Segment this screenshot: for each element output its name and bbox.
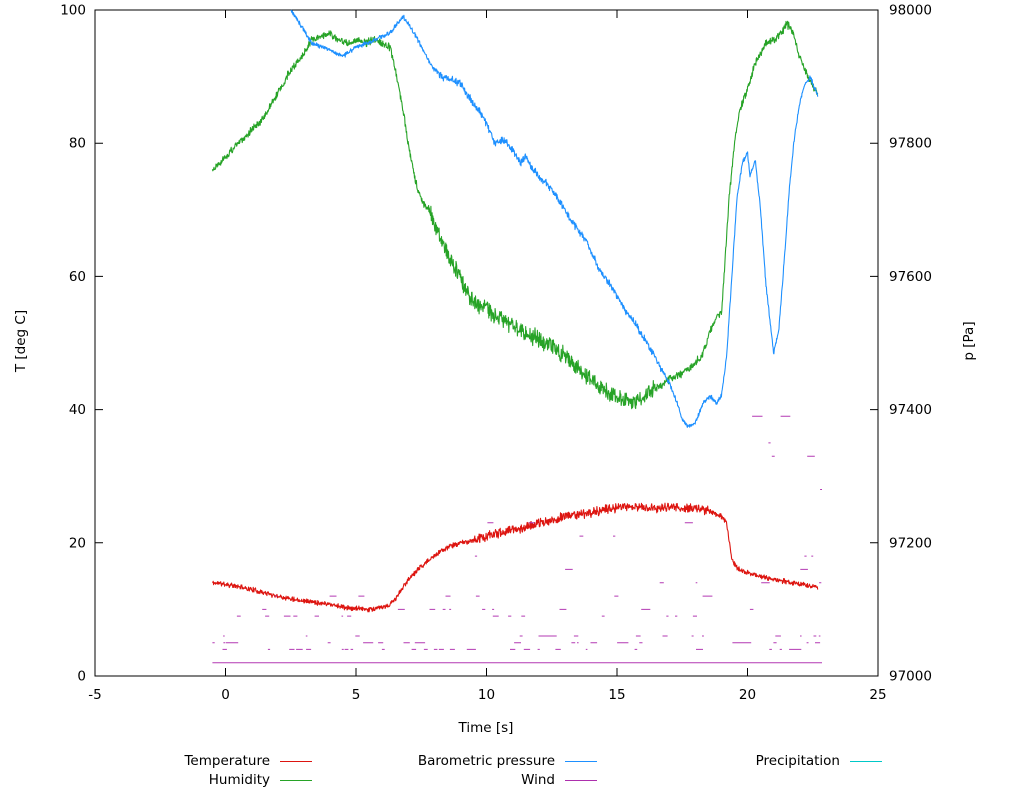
y-right-tick-label: 97400 [889, 402, 932, 418]
y-right-tick-label: 97000 [889, 669, 932, 685]
series-humidity [211, 20, 819, 410]
x-tick-label: 15 [608, 687, 625, 703]
legend-label-humidity: Humidity [208, 772, 270, 788]
legend-line-wind-icon [565, 779, 597, 781]
legend-line-barometric-pressure-icon [565, 760, 597, 762]
legend-label-temperature: Temperature [184, 753, 270, 769]
y-left-tick-label: 80 [69, 136, 86, 152]
legend: Temperature Humidity Barometric pressure… [0, 748, 1024, 796]
y-left-tick-label: 60 [69, 269, 86, 285]
x-tick-label: 5 [352, 687, 361, 703]
legend-line-precipitation-icon [850, 760, 882, 762]
x-tick-label: 20 [739, 687, 756, 703]
y-right-tick-label: 97600 [889, 269, 932, 285]
legend-label-barometric-pressure: Barometric pressure [417, 753, 555, 769]
legend-label-wind: Wind [521, 772, 555, 788]
y-axis-title-right: p [Pa] [961, 321, 977, 361]
y-right-tick-label: 97200 [889, 535, 932, 551]
legend-item-precipitation: Precipitation [650, 752, 882, 770]
y-left-tick-label: 40 [69, 402, 86, 418]
legend-item-barometric-pressure: Barometric pressure [365, 752, 597, 770]
legend-item-humidity: Humidity [80, 771, 312, 789]
y-axis-title-left: T [deg C] [13, 309, 29, 373]
x-tick-label: 0 [221, 687, 230, 703]
legend-label-precipitation: Precipitation [755, 753, 840, 769]
x-tick-label: -5 [88, 687, 101, 703]
legend-line-humidity-icon [280, 779, 312, 781]
series-temperature [212, 502, 819, 613]
legend-line-temperature-icon [280, 760, 312, 762]
x-tick-label: 25 [869, 687, 886, 703]
y-right-tick-label: 98000 [889, 3, 932, 19]
y-left-tick-label: 20 [69, 535, 86, 551]
plot-border [94, 9, 879, 677]
series-barometric-pressure [290, 9, 819, 428]
legend-item-temperature: Temperature [80, 752, 312, 770]
y-left-tick-label: 100 [60, 3, 86, 19]
x-axis-title: Time [s] [458, 720, 514, 736]
y-right-tick-label: 97800 [889, 136, 932, 152]
series-wind-dots [212, 415, 822, 664]
y-left-tick-label: 0 [77, 669, 86, 685]
legend-item-wind: Wind [365, 771, 597, 789]
x-tick-label: 10 [478, 687, 495, 703]
